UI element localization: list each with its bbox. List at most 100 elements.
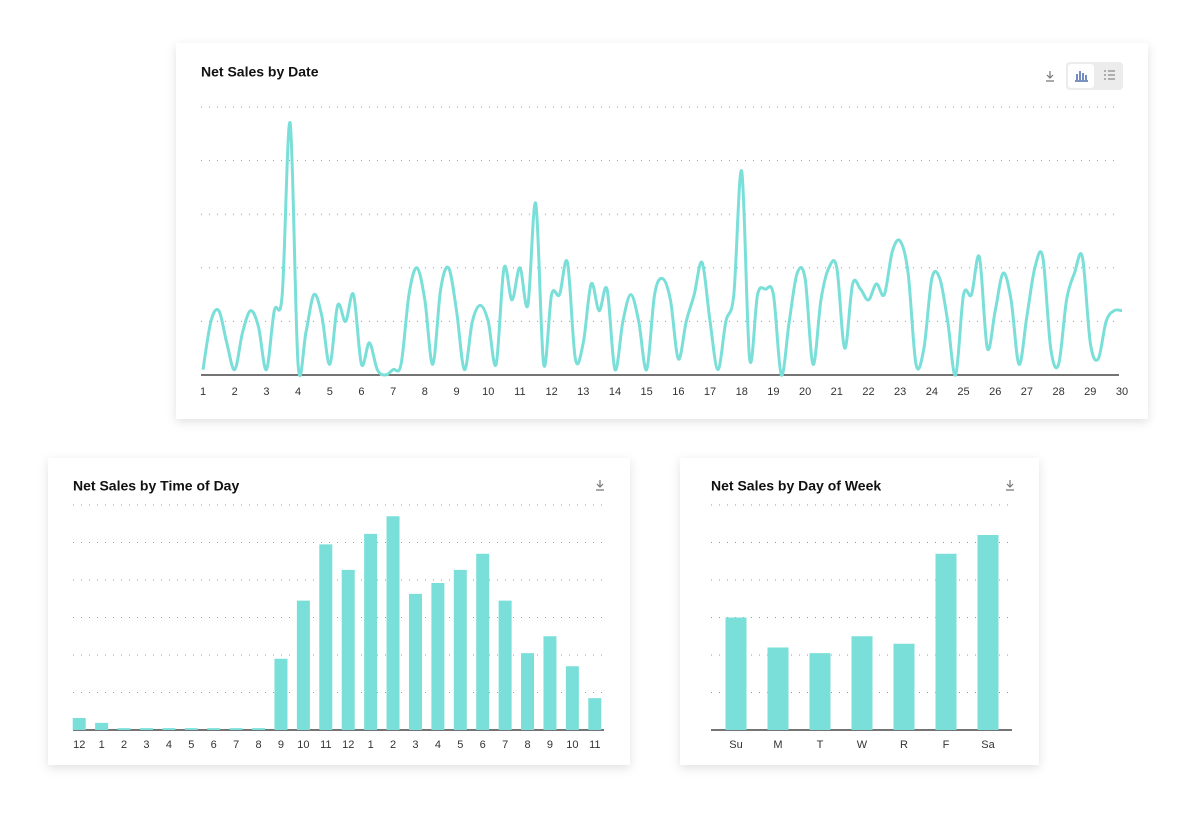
- x-tick-label: 15: [641, 386, 653, 398]
- x-tick-label: 3: [412, 739, 418, 751]
- x-tick-label: 6: [358, 386, 364, 398]
- x-tick-label: T: [817, 739, 824, 751]
- bar: [229, 728, 243, 730]
- x-tick-label: 5: [327, 386, 333, 398]
- card: [176, 43, 1148, 419]
- x-tick-label: 10: [297, 739, 309, 751]
- bar: [162, 728, 176, 730]
- bar: [851, 636, 873, 730]
- x-tick-label: 10: [566, 739, 578, 751]
- chart-view-button[interactable]: [1068, 64, 1094, 88]
- bar: [319, 544, 333, 730]
- x-tick-label: 1: [200, 386, 206, 398]
- bar: [767, 647, 789, 730]
- x-tick-label: 4: [166, 739, 172, 751]
- bar: [408, 593, 422, 730]
- x-tick-label: 14: [609, 386, 621, 398]
- x-tick-label: 24: [926, 386, 938, 398]
- x-tick-label: 9: [453, 386, 459, 398]
- bar: [95, 722, 109, 730]
- x-tick-label: 7: [233, 739, 239, 751]
- x-tick-label: 1: [99, 739, 105, 751]
- x-tick-label: W: [857, 739, 868, 751]
- bar: [588, 698, 602, 730]
- bar: [809, 653, 831, 730]
- x-tick-label: 12: [73, 739, 85, 751]
- x-tick-label: 2: [232, 386, 238, 398]
- download-button[interactable]: [596, 480, 604, 491]
- x-tick-label: 12: [342, 739, 354, 751]
- bar: [565, 666, 579, 730]
- x-tick-label: 20: [799, 386, 811, 398]
- x-tick-label: 19: [767, 386, 779, 398]
- x-tick-label: 6: [211, 739, 217, 751]
- x-tick-label: 5: [188, 739, 194, 751]
- x-tick-label: 2: [121, 739, 127, 751]
- x-tick-label: 10: [482, 386, 494, 398]
- bar: [476, 553, 490, 730]
- bar: [72, 718, 86, 730]
- bar: [521, 653, 535, 730]
- download-button[interactable]: [1046, 71, 1054, 82]
- sales-line: [201, 121, 1123, 377]
- bar: [117, 728, 131, 730]
- x-tick-label: 11: [589, 739, 600, 751]
- bar: [252, 728, 266, 730]
- x-tick-label: 25: [957, 386, 969, 398]
- bar: [274, 658, 288, 730]
- x-tick-label: 23: [894, 386, 906, 398]
- x-tick-label: 27: [1021, 386, 1033, 398]
- x-tick-label: 8: [255, 739, 261, 751]
- x-tick-label: 4: [295, 386, 301, 398]
- x-tick-label: 9: [278, 739, 284, 751]
- chart-title: Net Sales by Time of Day: [73, 478, 239, 494]
- bar: [453, 569, 467, 730]
- bar: [431, 583, 445, 730]
- bar: [498, 600, 512, 730]
- x-tick-label: 8: [422, 386, 428, 398]
- list-view-button[interactable]: [1104, 70, 1115, 80]
- x-tick-label: 30: [1116, 386, 1128, 398]
- x-tick-label: 5: [457, 739, 463, 751]
- bar: [386, 516, 400, 730]
- x-tick-label: 9: [547, 739, 553, 751]
- x-tick-label: 21: [831, 386, 843, 398]
- bar: [184, 728, 198, 730]
- x-tick-label: Sa: [981, 739, 995, 751]
- bar: [543, 636, 557, 730]
- x-tick-label: 1: [368, 739, 374, 751]
- bar: [977, 535, 999, 730]
- x-tick-label: 18: [736, 386, 748, 398]
- x-tick-label: 3: [263, 386, 269, 398]
- bar: [139, 728, 153, 730]
- x-tick-label: 8: [524, 739, 530, 751]
- x-tick-label: 29: [1084, 386, 1096, 398]
- x-tick-label: 3: [143, 739, 149, 751]
- x-tick-label: 16: [672, 386, 684, 398]
- bar: [296, 600, 310, 730]
- x-tick-label: 28: [1052, 386, 1064, 398]
- download-button[interactable]: [1006, 480, 1014, 491]
- bar: [893, 643, 915, 730]
- bar: [725, 617, 747, 730]
- x-tick-label: 22: [862, 386, 874, 398]
- x-tick-label: 12: [545, 386, 557, 398]
- x-tick-label: 11: [514, 386, 525, 398]
- x-tick-label: 13: [577, 386, 589, 398]
- chart-title: Net Sales by Day of Week: [711, 478, 881, 494]
- bar: [207, 728, 221, 730]
- bar: [364, 533, 378, 730]
- x-tick-label: F: [943, 739, 950, 751]
- card: [48, 458, 630, 765]
- chart-title: Net Sales by Date: [201, 64, 319, 80]
- x-tick-label: 6: [480, 739, 486, 751]
- x-tick-label: Su: [729, 739, 742, 751]
- x-tick-label: 17: [704, 386, 716, 398]
- x-tick-label: 26: [989, 386, 1001, 398]
- x-tick-label: 2: [390, 739, 396, 751]
- bar: [935, 553, 957, 730]
- bar: [341, 569, 355, 730]
- x-tick-label: 11: [320, 739, 331, 751]
- x-tick-label: 4: [435, 739, 441, 751]
